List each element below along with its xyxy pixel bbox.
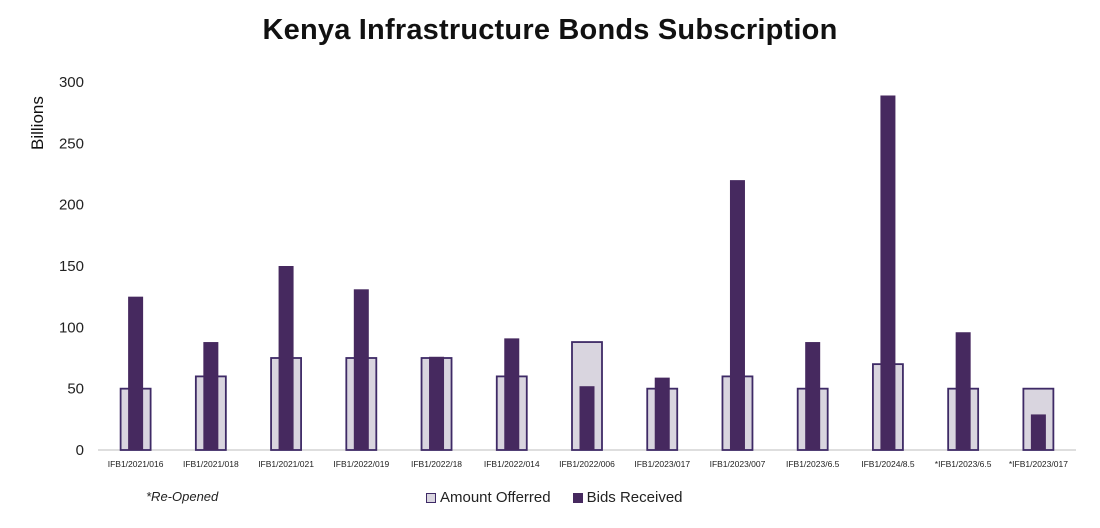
x-tick-label: IFB1/2022/014 [484,459,540,469]
x-tick-label: IFB1/2021/021 [258,459,314,469]
y-tick-label: 100 [59,319,84,336]
x-tick-label: IFB1/2023/6.5 [786,459,840,469]
x-tick-label: *IFB1/2023/6.5 [935,459,992,469]
bar-bids-received [203,342,219,450]
x-tick-label: IFB1/2022/019 [333,459,389,469]
bar-bids-received [128,296,144,450]
x-tick-label: IFB1/2023/007 [710,459,766,469]
bar-bids-received [278,266,294,450]
bar-bids-received [1030,414,1046,450]
y-tick-label: 200 [59,197,84,214]
x-tick-label: IFB1/2022/18 [411,459,462,469]
bar-bids-received [805,342,821,450]
legend-swatch-amount-offered [426,492,436,503]
legend-item-amount-offered: Amount Offerred [426,489,551,506]
y-axis-label: Billions [28,96,47,150]
legend-item-bids-received: Bids Received [572,489,683,506]
bar-bids-received [654,377,670,450]
bar-bids-received [880,95,896,450]
x-tick-label: IFB1/2021/016 [108,459,164,469]
bar-bids-received [729,180,745,450]
y-tick-label: 50 [67,381,84,398]
y-tick-label: 300 [59,74,84,91]
bar-bids-received [353,289,369,450]
reopened-note: *Re-Opened [146,489,219,504]
x-tick-label: IFB1/2021/018 [183,459,239,469]
y-tick-label: 150 [59,258,84,275]
x-tick-label: IFB1/2023/017 [634,459,690,469]
y-tick-label: 250 [59,135,84,152]
y-tick-label: 0 [76,442,84,459]
x-tick-label: IFB1/2022/006 [559,459,615,469]
bar-bids-received [579,386,595,450]
bar-bids-received [955,332,971,450]
bar-bids-received [504,338,520,450]
bar-bids-received [429,356,445,450]
legend: Amount Offerred Bids Received [426,489,705,506]
x-tick-label: *IFB1/2023/017 [1009,459,1068,469]
legend-label-amount-offered: Amount Offerred [440,489,551,506]
x-tick-label: IFB1/2024/8.5 [861,459,915,469]
chart-title: Kenya Infrastructure Bonds Subscription [262,14,838,46]
legend-swatch-bids-received [572,492,583,503]
legend-label-bids-received: Bids Received [586,489,683,506]
